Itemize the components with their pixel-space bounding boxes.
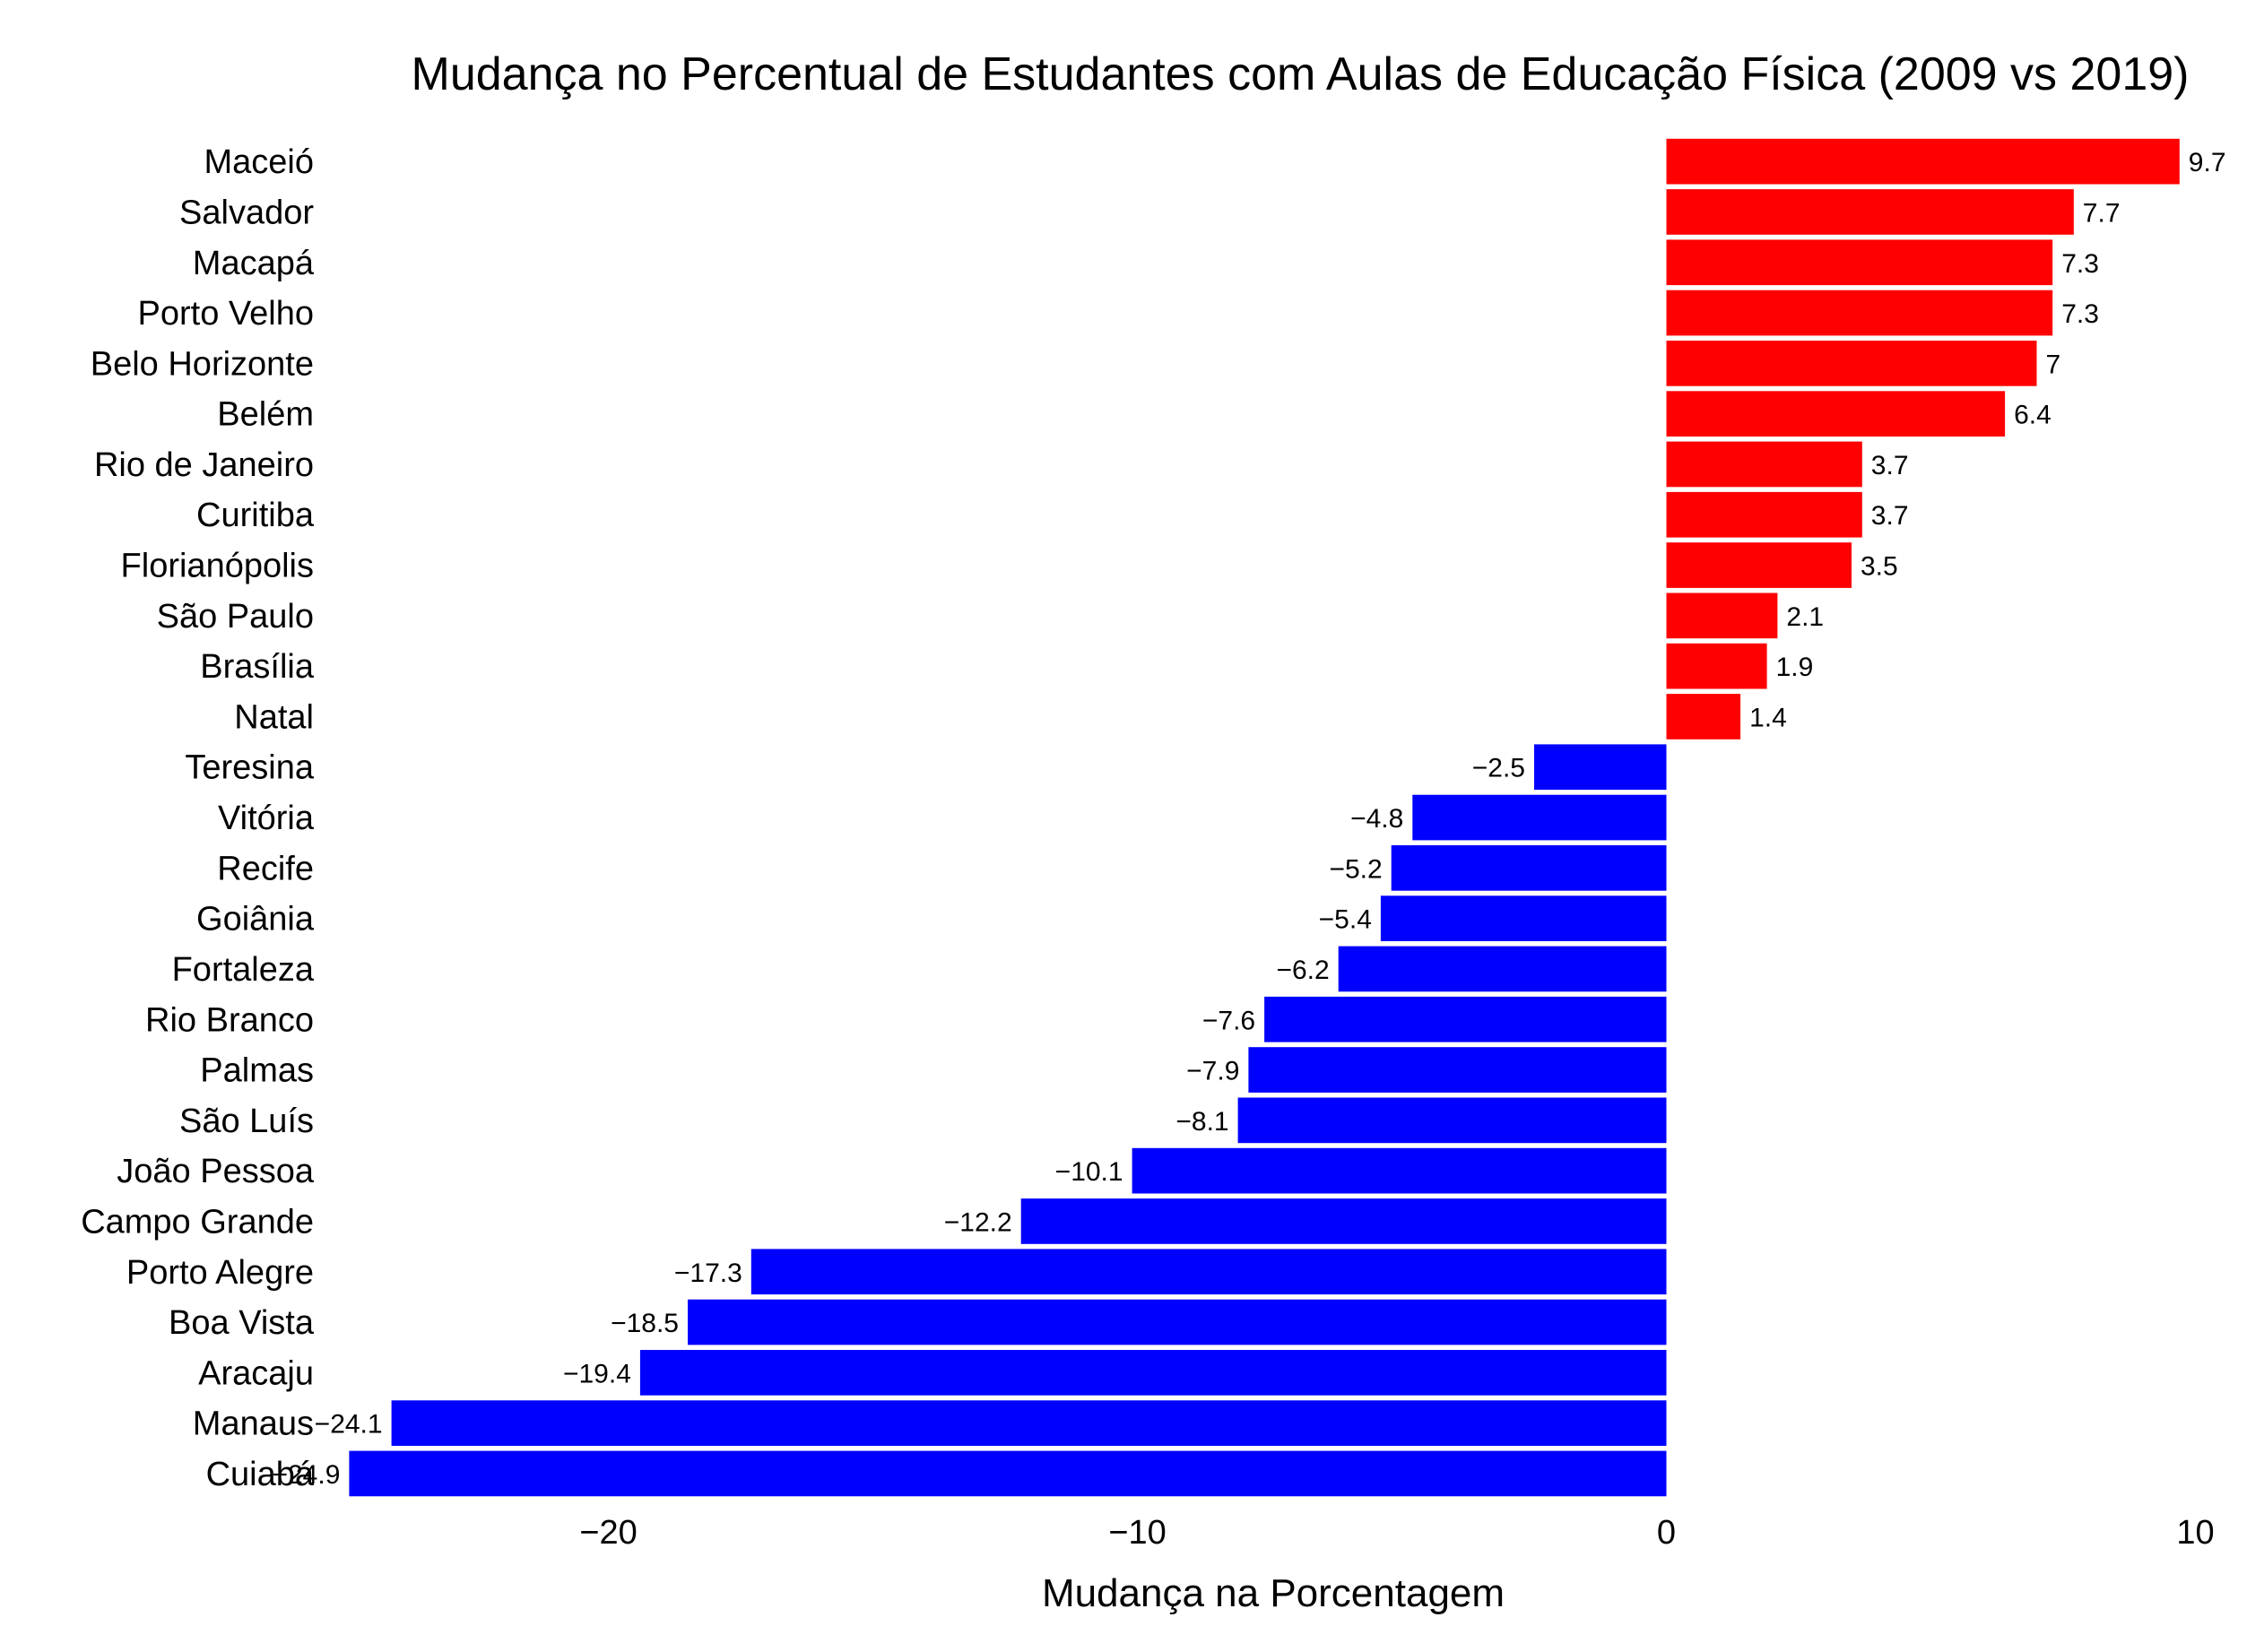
value-label-macapa: 7.3 <box>2061 249 2099 279</box>
bar-maceio <box>1666 138 2180 185</box>
value-label-rio-de-janeiro: 3.7 <box>1871 451 1909 480</box>
bar-natal <box>1666 694 1741 740</box>
bar-aracaju <box>639 1350 1667 1396</box>
category-label-porto-velho: Porto Velho <box>138 295 314 333</box>
category-label-palmas: Palmas <box>200 1052 314 1090</box>
bar-manaus <box>391 1400 1667 1446</box>
x-tick-label: 10 <box>2176 1514 2214 1552</box>
bar-joao-pessoa <box>1132 1147 1667 1194</box>
bar-palmas <box>1248 1047 1667 1093</box>
bar-recife <box>1391 845 1667 891</box>
bar-cuiaba <box>349 1450 1667 1497</box>
bars-group <box>349 138 2180 1497</box>
bar-belem <box>1666 391 2006 437</box>
category-label-porto-alegre: Porto Alegre <box>126 1254 314 1292</box>
bar-belo-horizonte <box>1666 341 2037 386</box>
value-label-manaus: −24.1 <box>315 1410 383 1440</box>
x-axis-label: Mudança na Porcentagem <box>1042 1571 1505 1615</box>
value-label-boa-vista: −18.5 <box>611 1309 679 1338</box>
category-label-boa-vista: Boa Vista <box>169 1304 315 1342</box>
value-label-sao-luis: −8.1 <box>1175 1107 1228 1137</box>
category-label-fortaleza: Fortaleza <box>172 951 315 989</box>
category-label-rio-branco: Rio Branco <box>145 1001 314 1039</box>
bar-porto-velho <box>1666 290 2053 336</box>
bar-fortaleza <box>1338 946 1667 992</box>
value-label-natal: 1.4 <box>1749 703 1787 732</box>
category-label-brasilia: Brasília <box>200 648 315 686</box>
value-label-belem: 6.4 <box>2014 401 2051 430</box>
category-label-natal: Natal <box>234 698 314 736</box>
category-label-belem: Belém <box>217 396 314 434</box>
category-label-vitoria: Vitória <box>218 800 315 837</box>
category-label-joao-pessoa: João Pessoa <box>117 1153 315 1190</box>
value-label-brasilia: 1.9 <box>1776 653 1814 682</box>
bar-macapa <box>1666 239 2053 286</box>
bar-campo-grande <box>1020 1198 1667 1244</box>
x-tick-label: 0 <box>1657 1514 1676 1552</box>
bar-rio-branco <box>1264 996 1667 1042</box>
bar-salvador <box>1666 189 2074 235</box>
category-labels: Maceió Salvador Macapá Porto Velho Belo Hori… <box>81 143 315 1493</box>
x-tick-label: −20 <box>579 1514 637 1552</box>
category-label-manaus: Manaus <box>193 1405 314 1443</box>
category-label-belo-horizonte: Belo Horizonte <box>91 345 314 383</box>
value-label-teresina: −2.5 <box>1472 754 1525 783</box>
value-label-joao-pessoa: −10.1 <box>1055 1157 1123 1187</box>
x-tick-label: −10 <box>1108 1514 1166 1552</box>
value-label-porto-alegre: −17.3 <box>674 1258 742 1288</box>
value-label-campo-grande: −12.2 <box>944 1208 1012 1238</box>
value-label-cuiaba: −24.9 <box>272 1460 340 1490</box>
value-label-rio-branco: −7.6 <box>1202 1006 1255 1035</box>
bar-sao-paulo <box>1666 592 1778 639</box>
value-label-fortaleza: −6.2 <box>1276 956 1329 985</box>
bar-brasilia <box>1666 643 1767 689</box>
bar-teresina <box>1534 744 1667 791</box>
bar-boa-vista <box>688 1299 1667 1345</box>
value-label-sao-paulo: 2.1 <box>1786 602 1824 632</box>
value-label-goiania: −5.4 <box>1319 905 1372 935</box>
value-label-vitoria: −4.8 <box>1350 804 1403 834</box>
category-label-campo-grande: Campo Grande <box>81 1204 314 1241</box>
bar-rio-de-janeiro <box>1666 441 1862 488</box>
value-label-belo-horizonte: 7 <box>2046 350 2061 379</box>
category-label-florianopolis: Florianópolis <box>121 548 314 585</box>
category-label-salvador: Salvador <box>179 195 314 232</box>
category-label-cuiaba: Cuiabá <box>206 1456 315 1493</box>
value-label-salvador: 7.7 <box>2083 199 2121 229</box>
bar-porto-alegre <box>750 1249 1667 1295</box>
bar-vitoria <box>1412 794 1667 841</box>
category-label-goiania: Goiânia <box>196 901 315 938</box>
category-label-rio-de-janeiro: Rio de Janeiro <box>94 446 314 484</box>
category-label-macapa: Macapá <box>193 245 315 282</box>
value-label-maceio: 9.7 <box>2189 148 2226 177</box>
bar-florianopolis <box>1666 542 1852 588</box>
value-label-curitiba: 3.7 <box>1871 501 1909 531</box>
chart-title: Mudança no Percentual de Estudantes com … <box>412 48 2190 100</box>
value-labels: 9.77.77.37.376.43.73.73.52.11.91.4−2.5−4… <box>272 148 2225 1490</box>
value-label-aracaju: −19.4 <box>563 1359 631 1388</box>
category-label-recife: Recife <box>217 850 314 887</box>
bar-sao-luis <box>1237 1097 1667 1144</box>
category-label-teresina: Teresina <box>185 749 314 787</box>
category-label-maceio: Maceió <box>204 143 315 181</box>
value-label-palmas: −7.9 <box>1186 1057 1239 1086</box>
bar-curitiba <box>1666 491 1862 538</box>
category-label-curitiba: Curitiba <box>196 497 315 534</box>
category-label-sao-paulo: São Paulo <box>157 598 314 636</box>
value-label-porto-velho: 7.3 <box>2061 299 2099 329</box>
category-label-sao-luis: São Luís <box>179 1103 314 1140</box>
category-label-aracaju: Aracaju <box>198 1354 314 1392</box>
x-axis-ticks: −20 −10 0 10 <box>579 1514 2214 1552</box>
value-label-recife: −5.2 <box>1329 854 1382 884</box>
value-label-florianopolis: 3.5 <box>1861 552 1898 582</box>
bar-goiania <box>1380 895 1667 941</box>
